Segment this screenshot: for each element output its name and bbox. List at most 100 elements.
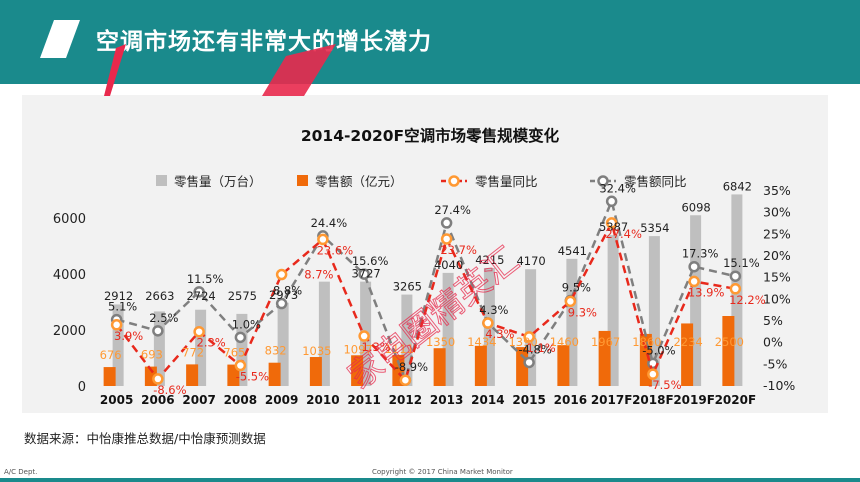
bar-value-label: 1390: [508, 335, 537, 349]
bar-volume-label: 2575: [228, 289, 257, 303]
bar-volume-label: 2663: [145, 289, 174, 303]
bar-volume-label: 6842: [723, 179, 752, 193]
bar-volume-label: 4541: [558, 244, 587, 258]
source-note: 数据来源：中怡康推总数据/中怡康预测数据: [24, 431, 266, 446]
left-axis-tick: 6000: [53, 212, 86, 227]
volume-yoy-point: [688, 275, 700, 288]
right-axis-tick: 0%: [763, 335, 783, 350]
volume-yoy-label: 12.2%: [729, 293, 766, 307]
bar-retail-volume: [607, 235, 619, 386]
value-yoy-label: 9.5%: [562, 281, 591, 295]
bar-retail-value: [722, 316, 735, 386]
value-yoy-label: 11.5%: [187, 272, 224, 286]
right-axis-tick: 25%: [763, 226, 791, 241]
bar-volume-label: 6098: [681, 200, 710, 214]
value-yoy-label: 17.3%: [682, 247, 719, 261]
right-axis-tick: 10%: [763, 291, 791, 306]
volume-yoy-point: [110, 319, 123, 331]
value-yoy-point: [234, 331, 247, 344]
bar-retail-value: [103, 367, 116, 386]
value-yoy-label: 32.4%: [599, 181, 636, 195]
bar-value-label: 765: [223, 346, 245, 360]
bar-value-label: 2500: [715, 335, 744, 349]
volume-yoy-point: [152, 373, 164, 385]
volume-yoy-point: [358, 330, 370, 342]
bar-retail-value: [557, 345, 570, 386]
bar-retail-volume: [442, 272, 454, 386]
legend-item: 零售额（亿元）: [297, 174, 403, 189]
legend-marker: [448, 175, 460, 187]
bar-value-label: 1967: [591, 335, 620, 349]
legend-item: 零售额同比: [590, 174, 687, 189]
x-axis-tick: 2012: [389, 393, 422, 407]
bar-retail-volume: [195, 309, 207, 386]
value-yoy-label: 24.4%: [311, 216, 348, 230]
volume-yoy-label: 4.3%: [485, 327, 514, 341]
volume-yoy-label: 2.3%: [197, 336, 226, 350]
footer-copyright: Copyright © 2017 China Market Monitor: [372, 468, 513, 476]
x-axis-tick: 2007: [182, 393, 215, 407]
bar-retail-value: [268, 362, 281, 386]
value-yoy-label: 1.0%: [232, 317, 261, 331]
bar-value-label: 2234: [673, 335, 702, 349]
volume-yoy-label: 13.9%: [688, 285, 725, 299]
bar-retail-value: [474, 345, 487, 386]
volume-yoy-label: -5.5%: [236, 370, 269, 384]
legend-swatch: [156, 175, 167, 186]
right-axis-tick: -5%: [763, 356, 787, 371]
bar-value-label: 693: [141, 348, 163, 362]
x-axis-tick: 2017F: [591, 393, 633, 407]
x-axis-tick: 2019F: [673, 393, 715, 407]
volume-yoy-label: 27.4%: [605, 227, 642, 241]
x-axis-tick: 2015: [512, 393, 545, 407]
value-yoy-label: 4.3%: [479, 303, 508, 317]
chart-title: 2014-2020F空调市场零售规模变化: [301, 126, 560, 145]
accent-stroke-left: [104, 44, 126, 96]
bar-volume-label: 3727: [351, 267, 380, 281]
bar-retail-value: [516, 347, 529, 386]
right-axis-tick: 30%: [763, 205, 791, 220]
legend-label: 零售量（万台）: [174, 174, 262, 189]
value-yoy-point: [440, 217, 453, 229]
x-axis-tick: 2006: [141, 393, 174, 407]
volume-yoy-label: 1.1%: [527, 341, 556, 355]
value-yoy-label: -8.9%: [395, 360, 428, 374]
bar-retail-value: [186, 364, 199, 386]
bar-volume-label: 2973: [269, 288, 298, 302]
bar-value-label: 1111: [385, 342, 414, 356]
volume-yoy-label: -8.6%: [153, 383, 186, 397]
volume-yoy-point: [399, 374, 412, 386]
value-yoy-label: 2.5%: [149, 311, 178, 325]
bar-volume-label: 4170: [516, 254, 545, 268]
x-axis-tick: 2016: [554, 393, 587, 407]
value-yoy-point: [152, 325, 164, 337]
x-axis-tick: 2020F: [715, 393, 757, 407]
volume-yoy-label: 23.6%: [317, 243, 354, 257]
volume-yoy-point: [523, 331, 535, 343]
bar-value-label: 1035: [302, 344, 331, 358]
volume-yoy-line: [115, 219, 736, 383]
value-yoy-label: 27.4%: [434, 203, 471, 217]
header-bar: 空调市场还有非常大的增长潜力: [0, 0, 860, 84]
volume-yoy-point: [440, 233, 453, 245]
legend-item: 零售量（万台）: [156, 174, 262, 189]
right-axis-tick: 20%: [763, 248, 791, 263]
bar-retail-value: [681, 323, 694, 386]
bar-retail-volume: [401, 294, 413, 386]
bar-retail-volume: [153, 311, 165, 386]
left-axis-tick: 0: [78, 380, 86, 395]
bar-retail-value: [227, 364, 240, 386]
volume-yoy-label: 3.9%: [114, 329, 143, 343]
value-yoy-label: 8.8%: [273, 284, 302, 298]
value-yoy-label: 15.6%: [352, 254, 389, 268]
value-yoy-point: [605, 195, 618, 208]
bar-retail-volume: [566, 258, 578, 386]
value-yoy-point: [193, 286, 205, 298]
bottom-bar: [0, 478, 860, 482]
bar-retail-volume: [112, 304, 124, 386]
bar-volume-label: 5354: [640, 221, 669, 235]
volume-yoy-point: [234, 359, 247, 372]
left-axis-tick: 4000: [53, 268, 86, 283]
value-yoy-label: 15.1%: [723, 256, 760, 270]
